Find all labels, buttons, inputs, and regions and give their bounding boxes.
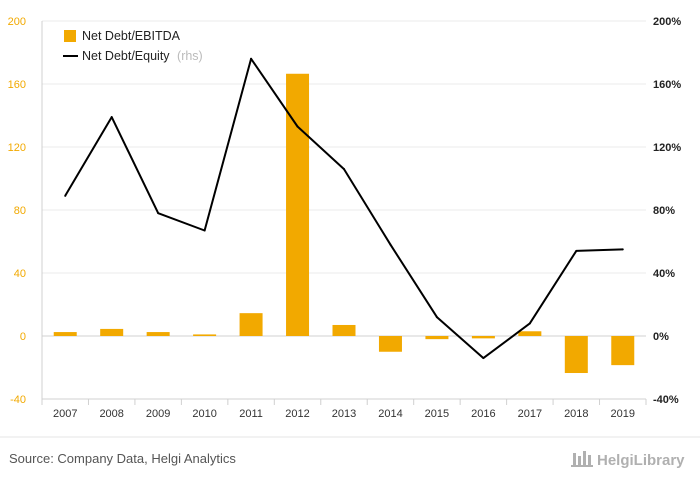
x-tick-label: 2015 [425, 408, 449, 420]
left-tick-label: 200 [8, 16, 26, 28]
bar [378, 336, 402, 352]
right-tick-label: 0% [653, 331, 669, 343]
right-tick-label: -40% [653, 394, 679, 406]
line-point [575, 249, 578, 252]
line-point [435, 316, 438, 319]
line-point [343, 168, 345, 171]
brand-logo: HelgiLibrary [571, 451, 685, 469]
grid-lines [42, 20, 646, 400]
x-tick-label: 2014 [378, 408, 402, 420]
x-axis-ticks: 2007 2008 2009 2010 2011 2012 2013 2014 2015 2016… [41, 399, 647, 420]
series-line-net-debt-equity [64, 57, 623, 360]
line-point [482, 357, 485, 360]
x-tick-label: 2012 [285, 408, 309, 420]
x-tick-label: 2017 [518, 408, 542, 420]
right-tick-label: 160% [653, 79, 681, 91]
brand-text: HelgiLibrary [597, 452, 685, 469]
left-tick-label: 80 [14, 205, 26, 217]
bar [53, 332, 77, 336]
bar-series [53, 73, 635, 374]
x-tick-label: 2009 [146, 408, 170, 420]
right-tick-label: 120% [653, 142, 681, 154]
legend-label-line-note: (rhs) [177, 49, 203, 63]
right-tick-label: 80% [653, 205, 675, 217]
x-tick-label: 2011 [239, 408, 263, 420]
left-tick-label: 0 [20, 331, 26, 343]
axes [41, 21, 646, 400]
legend: Net Debt/EBITDA Net Debt/Equity (rhs) [63, 29, 203, 63]
left-tick-label: -40 [10, 394, 26, 406]
line-point [621, 248, 624, 251]
line-point [528, 322, 531, 325]
line-point [389, 243, 392, 246]
line-point [203, 229, 206, 232]
right-axis-ticks: -40% 0% 40% 80% 120% 160% 200% [653, 16, 681, 406]
x-tick-label: 2008 [99, 408, 123, 420]
line-point [110, 116, 113, 119]
bar [564, 336, 588, 374]
legend-label-line-name: Net Debt/Equity [82, 49, 170, 63]
legend-label-bar: Net Debt/EBITDA [82, 29, 181, 43]
x-tick-label: 2018 [564, 408, 588, 420]
library-icon [571, 451, 593, 467]
bar [471, 336, 495, 339]
left-tick-label: 120 [8, 142, 26, 154]
bar [146, 332, 170, 336]
x-tick-label: 2019 [611, 408, 635, 420]
right-tick-label: 40% [653, 268, 675, 280]
bar [425, 336, 449, 340]
bar [286, 73, 310, 336]
line-point [64, 194, 67, 197]
bar [611, 336, 635, 366]
left-axis-ticks: -40 0 40 80 120 160 200 [8, 16, 26, 406]
left-tick-label: 40 [14, 268, 26, 280]
line-point [157, 212, 160, 215]
source-text: Source: Company Data, Helgi Analytics [9, 451, 236, 466]
x-tick-label: 2010 [192, 408, 216, 420]
left-tick-label: 160 [8, 79, 26, 91]
line-point [250, 57, 253, 60]
bar [100, 328, 124, 336]
x-tick-label: 2016 [471, 408, 495, 420]
legend-swatch-bar [64, 30, 76, 42]
x-tick-label: 2007 [53, 408, 77, 420]
right-tick-label: 200% [653, 16, 681, 28]
legend-label-line: Net Debt/Equity (rhs) [82, 49, 203, 63]
bar [239, 313, 263, 336]
line-series [64, 57, 624, 360]
line-point [296, 125, 299, 128]
x-tick-label: 2013 [332, 408, 356, 420]
bar [332, 324, 356, 336]
bar [193, 334, 217, 336]
bar [518, 331, 542, 336]
